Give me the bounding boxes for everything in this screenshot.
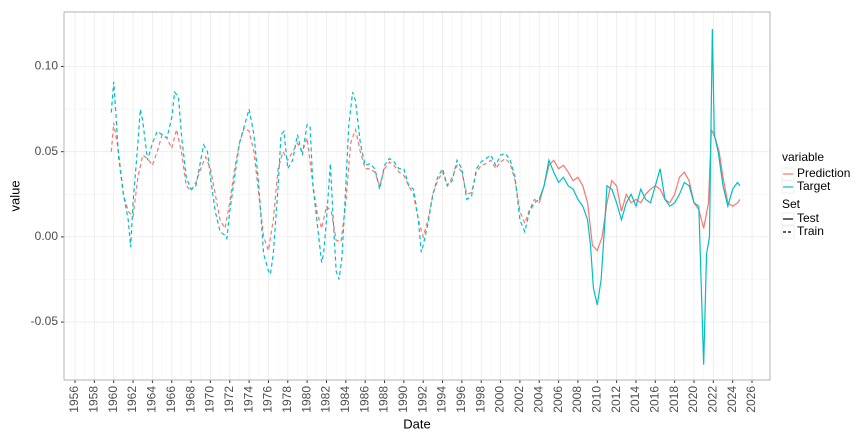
x-tick-label: 1962 [125,386,139,413]
y-axis-label: value [7,180,22,211]
x-tick-label: 1992 [415,386,429,413]
legend-title: Set [782,197,801,211]
x-tick-label: 1990 [396,386,410,413]
x-tick-label: 1980 [299,386,313,413]
x-tick-label: 1982 [319,386,333,413]
x-tick-label: 1960 [106,386,120,413]
x-tick-label: 1984 [338,386,352,413]
x-tick-label: 1972 [222,386,236,413]
x-tick-label: 1964 [145,386,159,413]
x-axis-label: Date [403,416,430,431]
y-tick-label: -0.05 [31,314,59,328]
x-tick-label: 1966 [164,386,178,413]
panel-border [63,11,771,381]
series-line [110,122,540,251]
x-tick-label: 2010 [589,386,603,413]
x-tick-label: 2000 [493,386,507,413]
x-tick-label: 2006 [551,386,565,413]
x-tick-label: 1994 [435,386,449,413]
y-tick-label: 0.00 [35,229,59,243]
x-tick-label: 2008 [570,386,584,413]
y-tick-label: 0.10 [35,59,59,73]
legend-label: Target [797,179,831,193]
x-tick-label: 1998 [473,386,487,413]
x-tick-label: 2014 [628,386,642,413]
legend-label: Test [797,211,820,225]
x-tick-label: 2002 [512,386,526,413]
x-tick-label: 1986 [357,386,371,413]
x-tick-label: 1970 [203,386,217,413]
x-tick-label: 2024 [725,386,739,413]
x-tick-label: 1974 [241,386,255,413]
y-tick-label: 0.05 [35,144,59,158]
x-tick-label: 1978 [280,386,294,413]
series-line [110,81,540,280]
x-tick-label: 1968 [183,386,197,413]
x-tick-label: 1958 [87,386,101,413]
series-line [538,29,741,365]
x-tick-label: 2016 [647,386,661,413]
legend-label: Train [797,224,824,238]
x-tick-label: 2012 [609,386,623,413]
x-tick-label: 1996 [454,386,468,413]
x-tick-label: 2018 [667,386,681,413]
x-tick-label: 1976 [261,386,275,413]
x-tick-label: 2004 [531,386,545,413]
x-tick-label: 1988 [377,386,391,413]
x-tick-label: 2020 [686,386,700,413]
x-tick-label: 1956 [67,386,81,413]
x-tick-label: 2022 [705,386,719,413]
legend-title: variable [782,150,824,164]
x-tick-label: 2026 [744,386,758,413]
legend-label: Prediction [797,166,850,180]
